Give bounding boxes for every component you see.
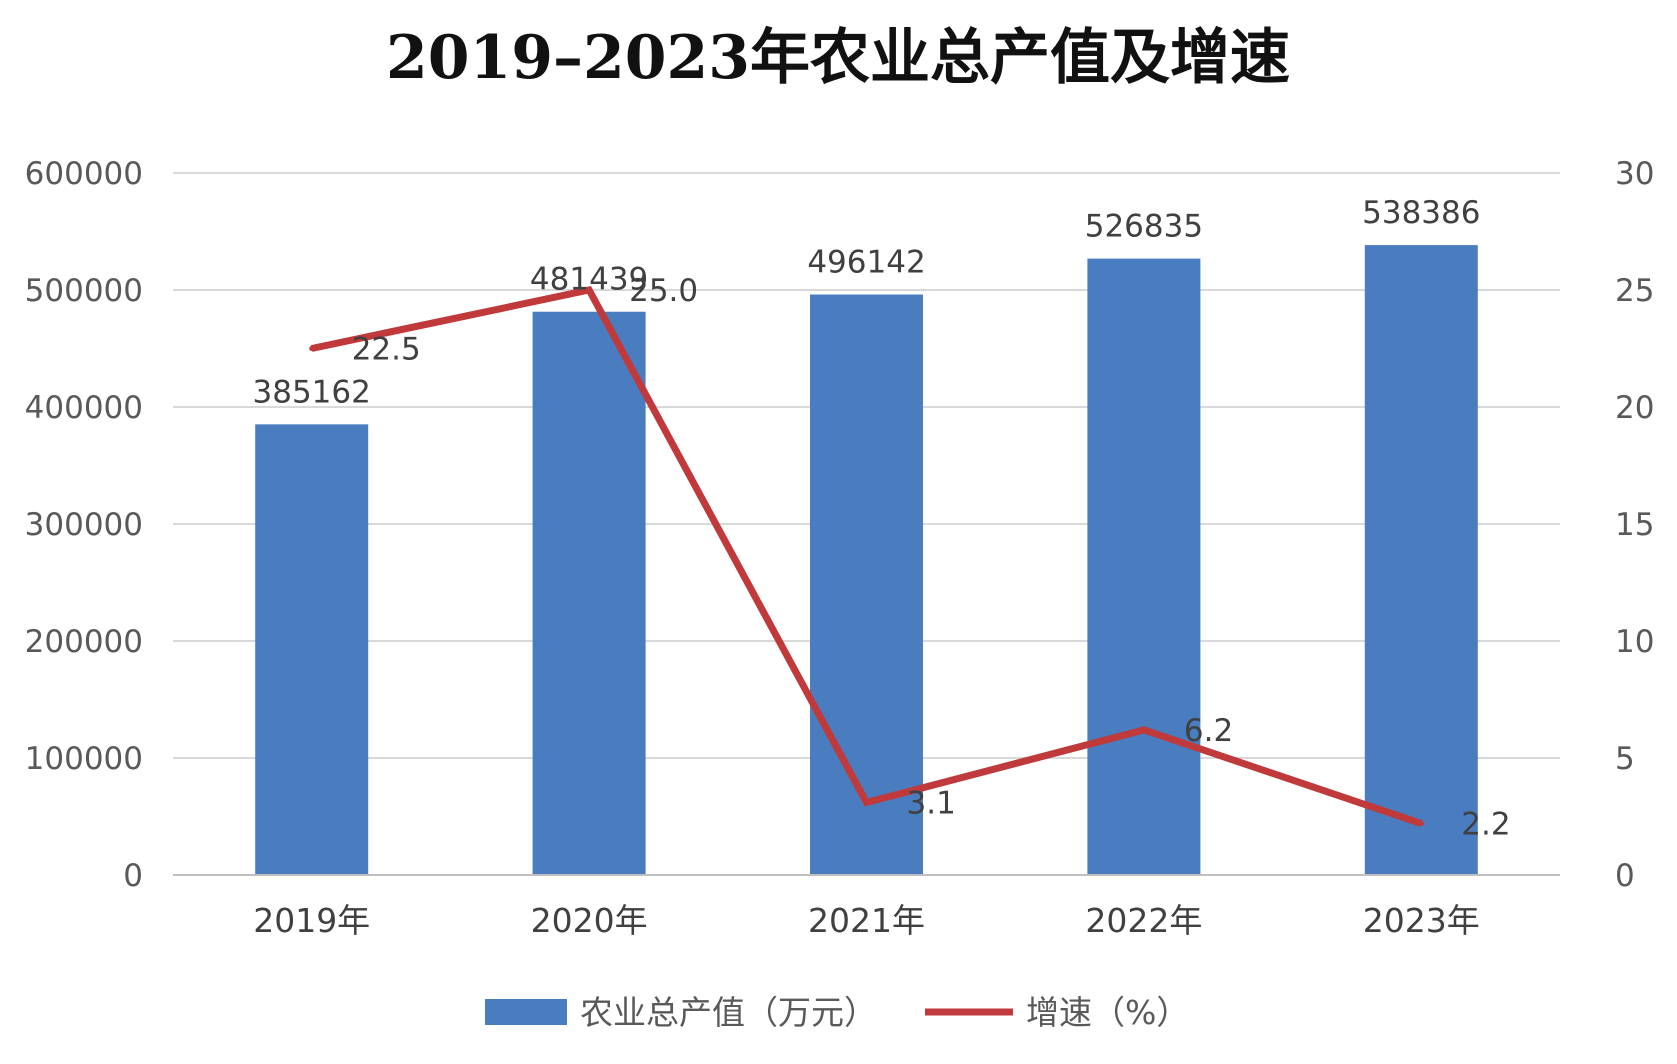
y-right-tick-label: 0 [1615,858,1635,894]
bar [255,424,369,875]
axis-layer: 0 100000 200000 300000 400000 500000 600000 0 5 1… [25,156,1655,940]
y-left-tick-label: 0 [123,858,143,894]
y-left-tick-label: 400000 [25,390,143,426]
x-category-label: 2022年 [1085,901,1202,940]
bar-value-label: 538386 [1362,195,1480,231]
y-left-tick-label: 600000 [25,156,143,192]
bar-value-label: 496142 [807,245,925,281]
bar-value-label: 385162 [253,374,371,410]
y-right-tick-label: 30 [1615,156,1654,192]
line-point [1141,727,1147,733]
y-left-tick-label: 100000 [25,741,143,777]
line-point [864,799,869,805]
legend: 农业总产值（万元） 增速（%） [485,993,1189,1032]
line-point [309,346,315,351]
y-left-tick-label: 200000 [25,624,143,660]
bar [532,311,646,875]
y-right-tick-label: 15 [1615,507,1654,543]
y-right-tick-label: 10 [1615,624,1654,660]
x-category-label: 2021年 [808,901,925,940]
bar-value-label: 481439 [530,262,648,298]
y-right-tick-label: 20 [1615,390,1654,426]
bar [1087,258,1201,876]
line-point [586,287,592,293]
line-layer [309,286,1424,827]
legend-bar-label: 农业总产值（万元） [580,993,877,1032]
chart-title: 2019–2023年农业总产值及增速 [386,23,1290,93]
label-layer: 385162 481439 496142 526835 538386 22.5 25.0 3.… [253,195,1511,842]
x-category-label: 2023年 [1363,901,1480,940]
x-category-label: 2019年 [253,901,370,940]
line-value-label: 25.0 [629,273,698,309]
line-point [1418,821,1424,827]
bar [810,294,923,875]
y-left-tick-label: 500000 [25,273,143,309]
line-value-label: 22.5 [352,332,421,368]
bar [1364,245,1478,875]
line-value-label: 6.2 [1184,713,1233,749]
x-category-label: 2020年 [531,901,648,940]
y-right-tick-label: 5 [1615,741,1635,777]
line-value-label: 3.1 [907,785,956,821]
bar-layer [255,245,1478,876]
bar-value-label: 526835 [1085,209,1203,245]
y-right-tick-label: 25 [1615,273,1654,309]
legend-bar-swatch [485,999,567,1025]
line-value-label: 2.2 [1461,807,1510,843]
legend-line-label: 增速（%） [1026,993,1189,1032]
y-left-tick-label: 300000 [25,507,143,543]
